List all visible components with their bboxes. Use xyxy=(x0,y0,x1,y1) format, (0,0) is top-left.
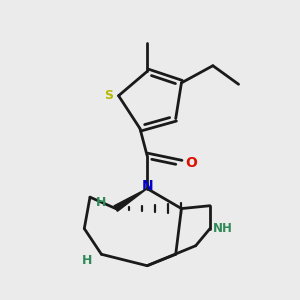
Text: N: N xyxy=(141,179,153,193)
Text: H: H xyxy=(82,254,92,266)
Polygon shape xyxy=(114,189,147,211)
Text: NH: NH xyxy=(213,222,233,235)
Text: H: H xyxy=(96,196,106,209)
Text: S: S xyxy=(104,89,113,102)
Text: O: O xyxy=(185,156,197,170)
